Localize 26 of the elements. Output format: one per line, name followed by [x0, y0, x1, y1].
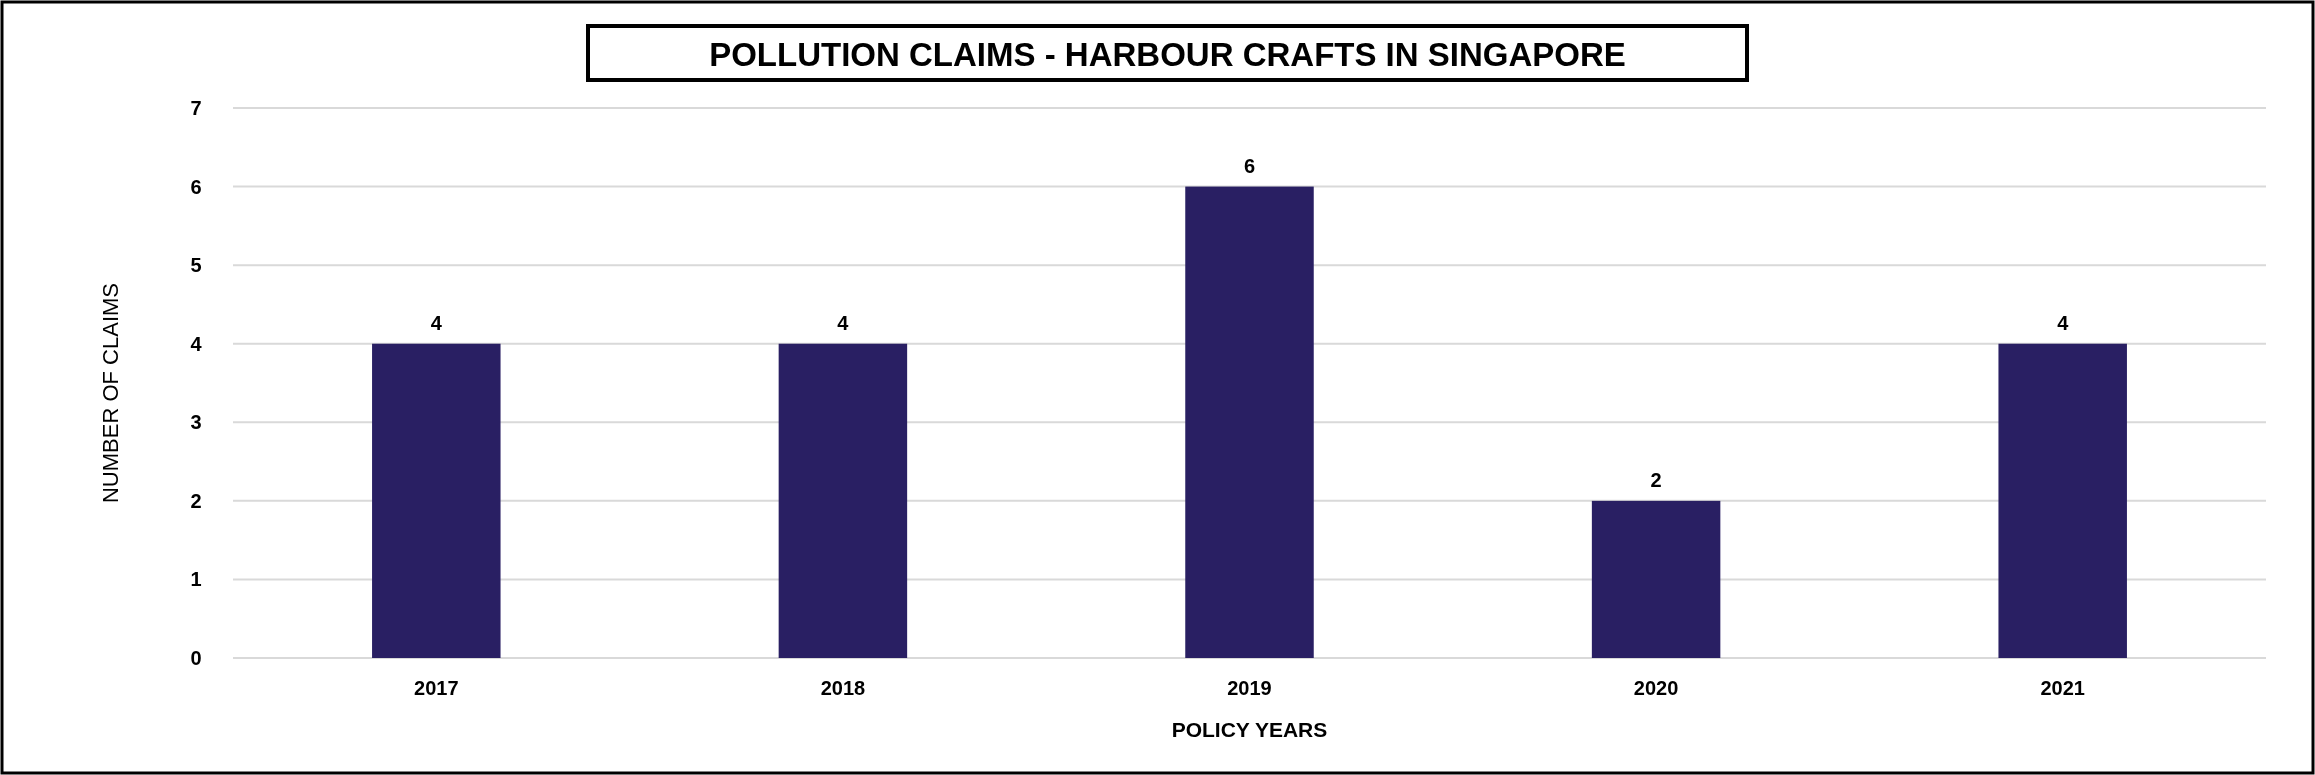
data-label: 6 — [1243, 154, 1256, 177]
x-tick-label: 2021 — [2040, 677, 2085, 699]
x-tick-label: 2019 — [1227, 677, 1272, 699]
y-tick-label: 4 — [190, 332, 203, 355]
y-tick-label: 2 — [190, 489, 202, 512]
y-tick-label: 1 — [190, 568, 202, 591]
x-tick-label: 2017 — [414, 677, 459, 699]
y-tick-label: 0 — [190, 647, 202, 669]
y-tick-label: 3 — [190, 411, 202, 434]
x-axis-title: POLICY YEARS — [1171, 718, 1328, 741]
bar — [1185, 186, 1314, 658]
bar — [778, 343, 908, 658]
x-tick-label: 2018 — [820, 677, 866, 699]
bar — [372, 343, 501, 658]
y-axis-title: NUMBER OF CLAIMS — [98, 282, 123, 504]
y-tick-label: 7 — [190, 97, 202, 119]
y-tick-label: 5 — [190, 254, 202, 277]
bar — [1591, 500, 1721, 658]
data-label: 4 — [2057, 311, 2070, 334]
x-tick-label: 2020 — [1633, 677, 1679, 699]
data-label: 2 — [1650, 468, 1662, 491]
bar — [1998, 343, 2127, 658]
y-tick-label: 6 — [190, 175, 202, 198]
chart-title: POLLUTION CLAIMS - HARBOUR CRAFTS IN SINGAPORE — [709, 36, 1626, 73]
data-label: 4 — [837, 311, 850, 334]
data-label: 4 — [430, 311, 443, 334]
